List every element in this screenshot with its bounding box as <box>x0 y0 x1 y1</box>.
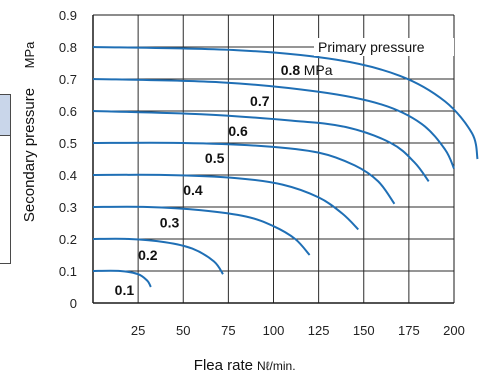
series-label-0-6: 0.6 <box>228 123 248 139</box>
series-line-0-1 <box>92 269 152 288</box>
x-axis-unit: Nℓ/min. <box>257 359 296 373</box>
y-tick-label: 0.1 <box>59 264 77 279</box>
series-line-0-6 <box>92 110 430 182</box>
x-tick-label: 50 <box>176 323 190 338</box>
y-tick-label: 0.5 <box>59 136 77 151</box>
series-label-0-1: 0.1 <box>115 282 135 298</box>
x-tick-label: 125 <box>308 323 330 338</box>
x-tick-label: 200 <box>443 323 465 338</box>
axis-titles: Flea rate Nℓ/min. Secondary pressure MPa <box>21 41 296 374</box>
tick-labels: 00.10.20.30.40.50.60.70.80.925 50 75 100 125… <box>59 8 465 338</box>
y-tick-label: 0.9 <box>59 8 77 23</box>
series-label-0-3: 0.3 <box>160 214 180 230</box>
y-tick-label: 0 <box>70 296 77 311</box>
x-tick-label: 175 <box>398 323 420 338</box>
y-axis-title: Secondary pressure <box>21 88 38 222</box>
series-labels: 0.1 0.2 0.30.40.50.60.7 0.8 MPa Primary press… <box>115 38 454 298</box>
series-label-0-4: 0.4 <box>183 182 203 198</box>
series-line-0-3 <box>92 205 311 256</box>
y-tick-label: 0.8 <box>59 40 77 55</box>
y-tick-label: 0.2 <box>59 232 77 247</box>
series-unit-label: MPa <box>304 62 333 78</box>
y-tick-label: 0.6 <box>59 104 77 119</box>
x-tick-label: 75 <box>221 323 235 338</box>
annotation-bg <box>314 38 454 56</box>
y-tick-label: 0.3 <box>59 200 77 215</box>
series-line-0-5 <box>92 141 396 205</box>
series-label-0-5: 0.5 <box>205 150 225 166</box>
series-label-0-8: 0.8 <box>281 62 301 78</box>
grid <box>93 15 454 303</box>
y-tick-label: 0.4 <box>59 168 77 183</box>
adjacent-panel-header <box>0 95 10 136</box>
y-tick-label: 0.7 <box>59 72 77 87</box>
x-tick-label: 100 <box>263 323 285 338</box>
series-line-0-8 <box>92 46 479 160</box>
series-line-0-7 <box>92 78 455 170</box>
adjacent-panel-edge <box>0 94 11 264</box>
x-axis-title: Flea rate <box>194 357 253 374</box>
series-label-0-2: 0.2 <box>138 247 158 263</box>
series-line-0-4 <box>92 173 360 231</box>
primary-pressure-annotation: Primary pressure <box>318 39 425 55</box>
y-axis-unit: MPa <box>22 41 37 69</box>
series-line-0-2 <box>92 237 224 275</box>
x-tick-label: 25 <box>131 323 145 338</box>
series-lines <box>92 46 479 288</box>
series-label-0-7: 0.7 <box>250 93 270 109</box>
axes <box>92 14 455 304</box>
x-tick-label: 150 <box>353 323 375 338</box>
